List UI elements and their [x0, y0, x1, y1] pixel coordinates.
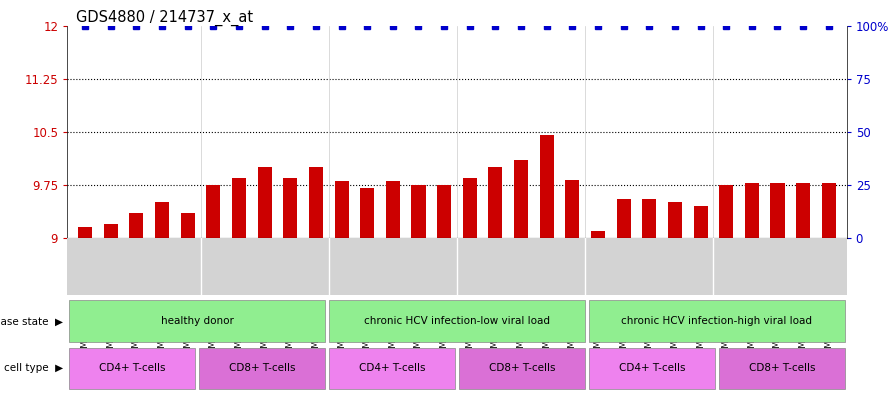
Bar [462, 178, 477, 238]
Text: CD8+ T-cells: CD8+ T-cells [488, 364, 556, 373]
Bar [591, 231, 605, 238]
Bar [360, 188, 375, 238]
Bar [129, 213, 143, 238]
Bar [329, 348, 455, 389]
Bar [437, 185, 452, 238]
Text: healthy donor: healthy donor [160, 316, 234, 326]
Text: chronic HCV infection-high viral load: chronic HCV infection-high viral load [621, 316, 813, 326]
Bar [642, 199, 657, 238]
Bar [796, 183, 810, 238]
Bar [199, 348, 325, 389]
Bar [719, 348, 845, 389]
Bar [514, 160, 528, 238]
Bar [232, 178, 246, 238]
Text: disease state  ▶: disease state ▶ [0, 316, 63, 326]
Bar [719, 185, 733, 238]
Bar [181, 213, 194, 238]
Bar [206, 185, 220, 238]
Bar [309, 167, 323, 238]
Bar [539, 135, 554, 238]
Bar [386, 181, 400, 238]
Bar [329, 301, 585, 342]
Bar [283, 178, 297, 238]
Text: CD4+ T-cells: CD4+ T-cells [358, 364, 426, 373]
Text: GDS4880 / 214737_x_at: GDS4880 / 214737_x_at [76, 10, 254, 26]
Bar [668, 202, 682, 238]
Bar [822, 183, 836, 238]
Bar [745, 183, 759, 238]
Bar [78, 227, 92, 238]
Text: CD8+ T-cells: CD8+ T-cells [228, 364, 296, 373]
Bar [334, 181, 349, 238]
Bar [771, 183, 785, 238]
Text: chronic HCV infection-low viral load: chronic HCV infection-low viral load [364, 316, 550, 326]
Bar [69, 301, 325, 342]
Text: CD4+ T-cells: CD4+ T-cells [99, 364, 166, 373]
Bar [488, 167, 503, 238]
Bar [69, 348, 195, 389]
Bar [589, 301, 845, 342]
Bar [155, 202, 169, 238]
Bar [257, 167, 271, 238]
Bar [459, 348, 585, 389]
Bar [565, 180, 580, 238]
Text: cell type  ▶: cell type ▶ [4, 364, 63, 373]
Bar [694, 206, 708, 238]
Bar [411, 185, 426, 238]
Bar [616, 199, 631, 238]
Text: CD4+ T-cells: CD4+ T-cells [618, 364, 685, 373]
Bar [589, 348, 715, 389]
Bar [104, 224, 118, 238]
Text: CD8+ T-cells: CD8+ T-cells [748, 364, 815, 373]
